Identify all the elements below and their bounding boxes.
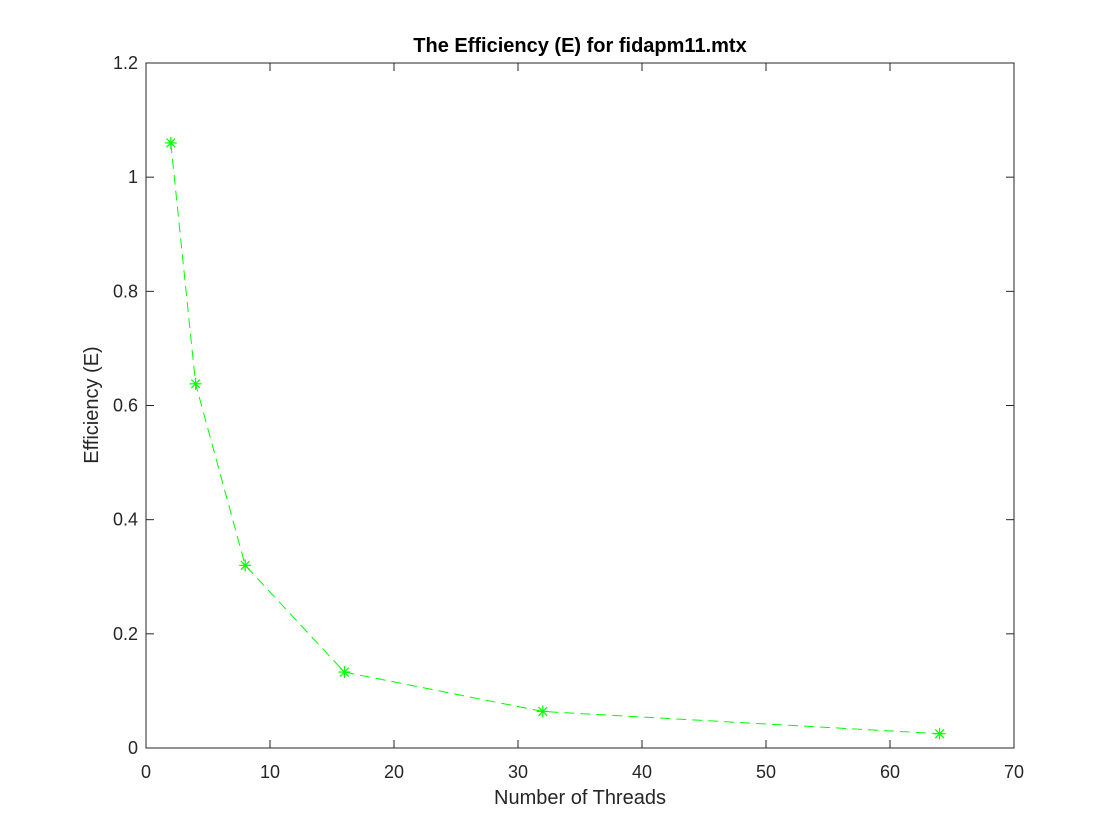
x-tick-label: 20	[384, 762, 404, 782]
data-point-marker	[164, 136, 177, 149]
y-tick-label: 0	[128, 738, 138, 758]
plot-area	[145, 62, 1015, 749]
x-tick-label: 60	[880, 762, 900, 782]
y-tick-label: 0.6	[113, 396, 138, 416]
y-tick-label: 0.2	[113, 624, 138, 644]
data-point-marker	[338, 666, 351, 679]
x-axis-label: Number of Threads	[494, 787, 666, 809]
axis-ticks: 0 10 20 30 40 50 60 70 0 0.2 0.4 0.6 0.8 1 1.2	[113, 53, 1024, 782]
y-tick-label: 0.4	[113, 510, 138, 530]
x-tick-label: 70	[1004, 762, 1024, 782]
x-tick-label: 50	[756, 762, 776, 782]
data-point-marker	[239, 559, 252, 572]
x-tick-label: 30	[508, 762, 528, 782]
x-tick-label: 10	[260, 762, 280, 782]
y-axis-label: Efficiency (E)	[81, 346, 103, 463]
chart-title: The Efficiency (E) for fidapm11.mtx	[413, 35, 746, 57]
x-tick-label: 40	[632, 762, 652, 782]
series-layer	[164, 136, 946, 740]
data-point-marker	[189, 377, 202, 390]
y-tick-label: 0.8	[113, 281, 138, 301]
data-point-marker	[536, 705, 549, 718]
y-tick-label: 1.2	[113, 53, 138, 73]
x-tick-label: 0	[141, 762, 151, 782]
series-line	[170, 142, 940, 735]
data-point-marker	[933, 727, 946, 740]
y-tick-label: 1	[128, 167, 138, 187]
